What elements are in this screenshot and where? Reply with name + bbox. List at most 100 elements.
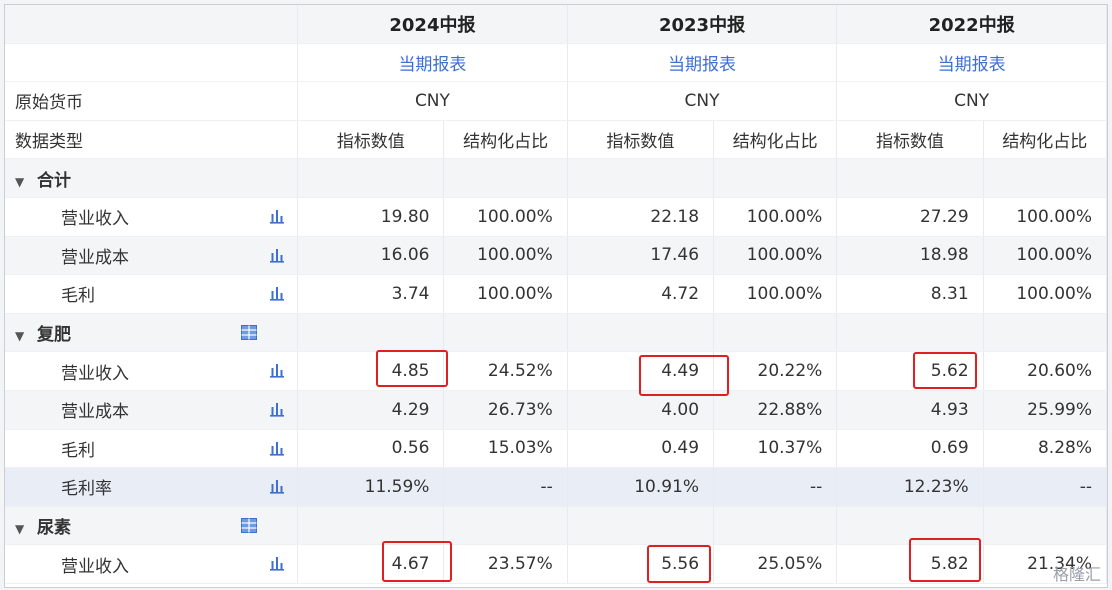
table-grid-icon[interactable] (241, 517, 258, 533)
row-label: 营业收入 (61, 209, 129, 230)
table-grid-icon[interactable] (241, 324, 258, 340)
group-title: 复肥 (37, 325, 71, 346)
value-cell: 10.91% (567, 467, 715, 507)
report-type-row: 当期报表 当期报表 当期报表 (5, 43, 1107, 83)
period-header-row: 2024中报 2023中报 2022中报 (5, 5, 1107, 44)
corner-cell (5, 5, 299, 44)
value-cell: 27.29 (836, 197, 984, 237)
value-cell: 5.62 (836, 351, 984, 391)
value-cell: 0.56 (297, 429, 445, 469)
group-row-urea[interactable]: ▼ 尿素 (5, 506, 1107, 546)
ratio-cell: 26.73% (443, 390, 568, 430)
data-type-label: 数据类型 (5, 120, 299, 160)
value-cell: 3.74 (297, 274, 445, 314)
ratio-cell: 100.00% (713, 197, 838, 237)
report-type-link-2023[interactable]: 当期报表 (567, 43, 838, 83)
bar-chart-icon[interactable] (269, 362, 285, 378)
financial-table-panel: 2024中报 2023中报 2022中报 当期报表 当期报表 当期报表 原始货币… (4, 4, 1108, 588)
period-2024-header: 2024中报 (297, 5, 568, 44)
segment-financial-table: 2024中报 2023中报 2022中报 当期报表 当期报表 当期报表 原始货币… (5, 5, 1107, 584)
ratio-cell: 100.00% (713, 236, 838, 276)
table-row: 营业收入 19.80 100.00% 22.18 100.00% 27.29 1… (5, 197, 1107, 237)
group-title: 尿素 (37, 518, 71, 539)
value-col-header: 指标数值 (836, 120, 984, 160)
value-cell: 4.49 (567, 351, 715, 391)
ratio-cell: 24.52% (443, 351, 568, 391)
ratio-col-header: 结构化占比 (983, 120, 1107, 160)
table-row: 营业成本 16.06 100.00% 17.46 100.00% 18.98 1… (5, 236, 1107, 276)
table-row: 毛利 3.74 100.00% 4.72 100.00% 8.31 100.00… (5, 274, 1107, 314)
bar-chart-icon[interactable] (269, 401, 285, 417)
currency-label: 原始货币 (5, 81, 299, 121)
ratio-cell: 20.60% (983, 351, 1107, 391)
bar-chart-icon[interactable] (269, 555, 285, 571)
value-cell: 5.82 (836, 544, 984, 584)
ratio-cell: 100.00% (443, 274, 568, 314)
value-cell: 0.69 (836, 429, 984, 469)
value-cell: 0.49 (567, 429, 715, 469)
row-label: 毛利率 (61, 479, 112, 500)
chevron-down-icon[interactable]: ▼ (15, 522, 25, 537)
row-label: 毛利 (61, 286, 95, 307)
ratio-cell: -- (983, 467, 1107, 507)
value-cell: 22.18 (567, 197, 715, 237)
ratio-cell: 100.00% (713, 274, 838, 314)
ratio-col-header: 结构化占比 (443, 120, 568, 160)
row-label: 营业收入 (61, 363, 129, 384)
group-row-total[interactable]: ▼ 合计 (5, 158, 1107, 198)
value-cell: 18.98 (836, 236, 984, 276)
value-cell: 4.00 (567, 390, 715, 430)
group-title: 合计 (37, 170, 71, 191)
value-col-header: 指标数值 (297, 120, 445, 160)
value-col-header: 指标数值 (567, 120, 715, 160)
ratio-cell: 15.03% (443, 429, 568, 469)
value-cell: 16.06 (297, 236, 445, 276)
ratio-cell: 25.05% (713, 544, 838, 584)
value-cell: 11.59% (297, 467, 445, 507)
data-type-row: 数据类型 指标数值 结构化占比 指标数值 结构化占比 指标数值 结构化占比 (5, 120, 1107, 160)
ratio-cell: 100.00% (983, 197, 1107, 237)
ratio-cell: -- (713, 467, 838, 507)
period-2022-header: 2022中报 (836, 5, 1107, 44)
ratio-cell: 10.37% (713, 429, 838, 469)
group-row-compound-fertilizer[interactable]: ▼ 复肥 (5, 313, 1107, 353)
currency-row: 原始货币 CNY CNY CNY (5, 81, 1107, 121)
bar-chart-icon[interactable] (269, 285, 285, 301)
chevron-down-icon[interactable]: ▼ (15, 329, 25, 344)
report-type-link-2024[interactable]: 当期报表 (297, 43, 568, 83)
ratio-col-header: 结构化占比 (713, 120, 838, 160)
table-row: 营业收入 4.85 24.52% 4.49 20.22% 5.62 20.60% (5, 351, 1107, 391)
ratio-cell: 100.00% (983, 274, 1107, 314)
row-label: 营业成本 (61, 247, 129, 268)
ratio-cell: 100.00% (983, 236, 1107, 276)
table-row-highlighted: 毛利率 11.59% -- 10.91% -- 12.23% -- (5, 467, 1107, 507)
table-row: 营业收入 4.67 23.57% 5.56 25.05% 5.82 21.34% (5, 544, 1107, 584)
value-cell: 4.85 (297, 351, 445, 391)
row-label: 毛利 (61, 440, 95, 461)
row-label: 营业收入 (61, 556, 129, 577)
ratio-cell: -- (443, 467, 568, 507)
ratio-cell: 23.57% (443, 544, 568, 584)
value-cell: 17.46 (567, 236, 715, 276)
table-row: 毛利 0.56 15.03% 0.49 10.37% 0.69 8.28% (5, 429, 1107, 469)
value-cell: 4.29 (297, 390, 445, 430)
bar-chart-icon[interactable] (269, 208, 285, 224)
value-cell: 4.67 (297, 544, 445, 584)
bar-chart-icon[interactable] (269, 247, 285, 263)
bar-chart-icon[interactable] (269, 478, 285, 494)
table-row: 营业成本 4.29 26.73% 4.00 22.88% 4.93 25.99% (5, 390, 1107, 430)
ratio-cell: 20.22% (713, 351, 838, 391)
chevron-down-icon[interactable]: ▼ (15, 174, 25, 189)
ratio-cell: 100.00% (443, 197, 568, 237)
row-label: 营业成本 (61, 402, 129, 423)
bar-chart-icon[interactable] (269, 440, 285, 456)
value-cell: 12.23% (836, 467, 984, 507)
value-cell: 5.56 (567, 544, 715, 584)
period-2023-header: 2023中报 (567, 5, 838, 44)
ratio-cell: 8.28% (983, 429, 1107, 469)
value-cell: 19.80 (297, 197, 445, 237)
ratio-cell: 22.88% (713, 390, 838, 430)
ratio-cell: 25.99% (983, 390, 1107, 430)
report-type-link-2022[interactable]: 当期报表 (836, 43, 1107, 83)
value-cell: 8.31 (836, 274, 984, 314)
